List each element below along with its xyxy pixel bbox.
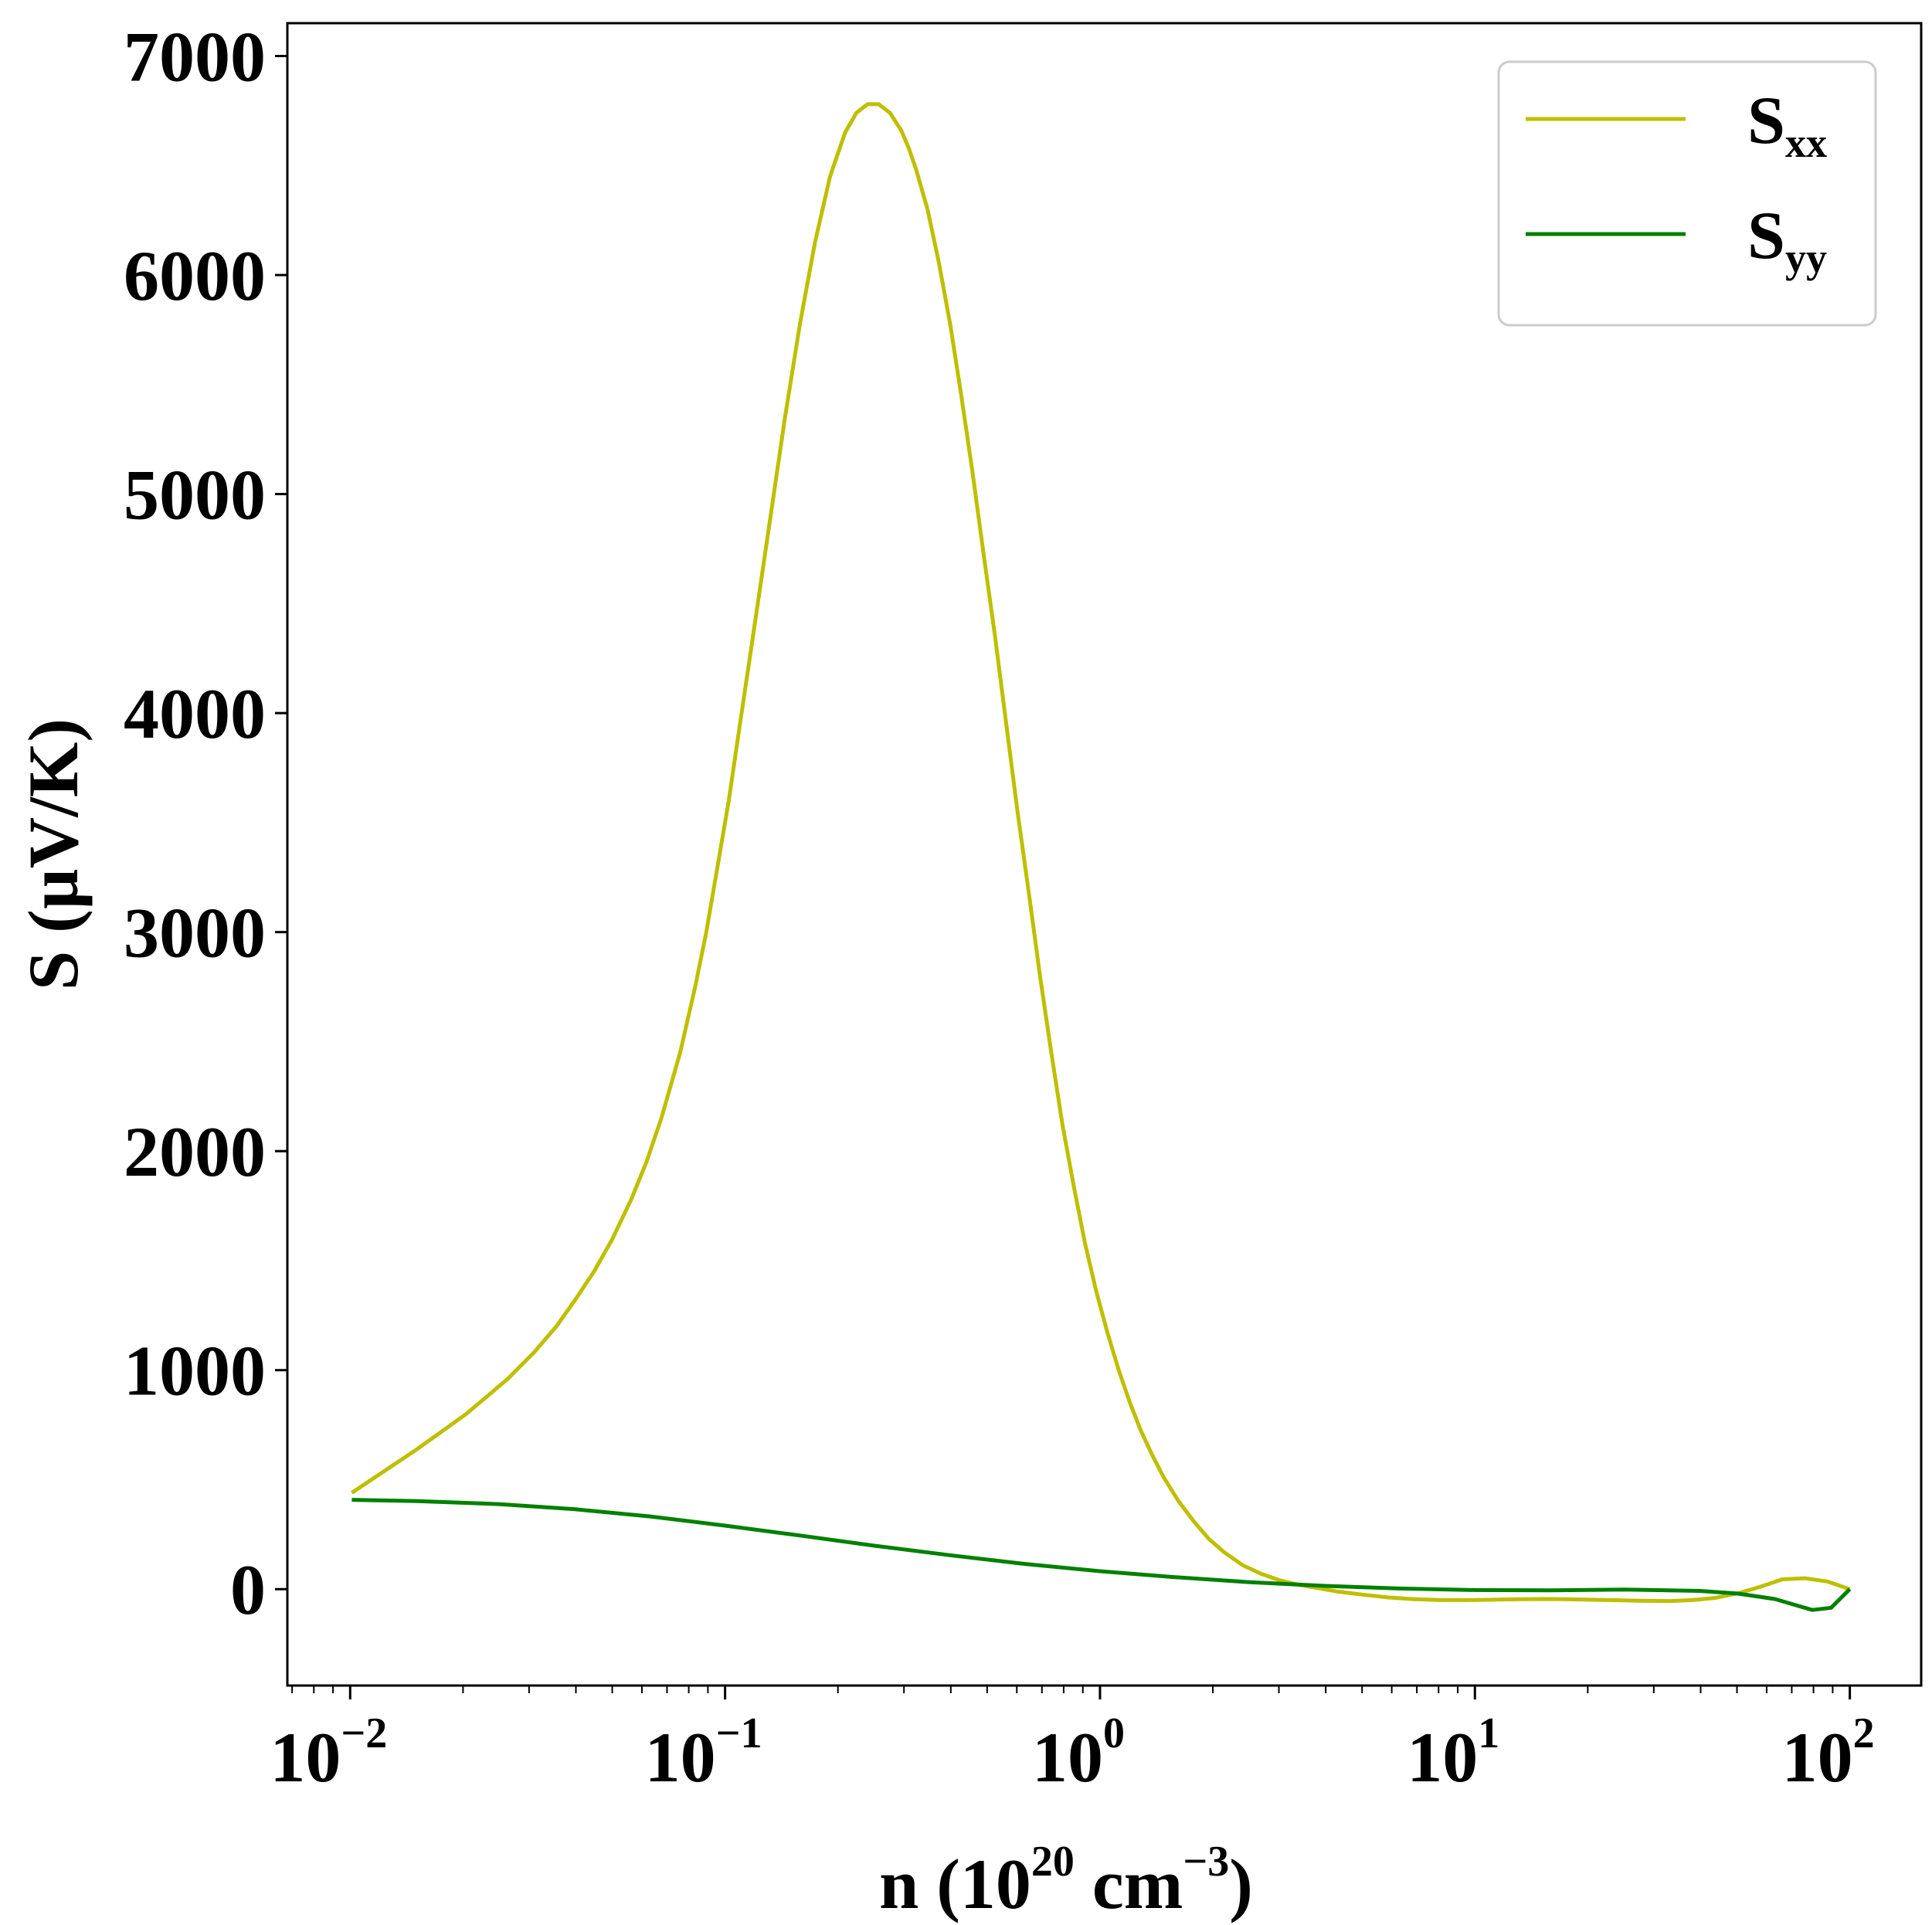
legend: Sxx Syy (1497, 60, 1877, 327)
x-tick-label: 10−1 (645, 1709, 762, 1797)
y-tick-label: 3000 (124, 894, 266, 973)
y-tick-label: 0 (230, 1550, 266, 1629)
x-axis-label-mid: cm (1075, 1845, 1183, 1923)
legend-label-sxx-main: S (1747, 83, 1785, 158)
x-tick-label-exp: 0 (1103, 1709, 1125, 1757)
series-line-syy (351, 1498, 1852, 1612)
x-tick-label-base: 10 (645, 1718, 716, 1797)
x-axis-label-base: n (10 (879, 1845, 1031, 1923)
x-tick-label: 102 (1782, 1709, 1875, 1797)
x-axis-label-end: ) (1229, 1845, 1253, 1923)
x-tick-label-exp: 2 (1853, 1709, 1875, 1757)
y-tick-label: 1000 (124, 1332, 266, 1411)
y-axis-label: S (µV/K) (14, 718, 93, 990)
legend-frame (1497, 60, 1877, 327)
legend-label-syy-sub: yy (1785, 235, 1827, 281)
y-axis: 0 1000 2000 3000 4000 5000 6000 7000 (124, 18, 287, 1629)
x-axis-label-exp2: −3 (1183, 1838, 1229, 1886)
x-axis-label: n (1020 cm−3) (879, 1838, 1253, 1923)
x-tick-label: 10−2 (270, 1709, 387, 1797)
y-tick-label: 2000 (124, 1112, 266, 1191)
x-tick-label-exp: −1 (716, 1709, 762, 1757)
series-line-sxx (351, 102, 1851, 1604)
legend-label-sxx-sub: xx (1785, 120, 1827, 166)
x-tick-label: 100 (1032, 1709, 1125, 1797)
x-tick-label-exp: −2 (341, 1709, 387, 1757)
x-tick-label-base: 10 (1407, 1718, 1478, 1797)
y-tick-label: 5000 (124, 456, 266, 535)
x-tick-label-base: 10 (1782, 1718, 1853, 1797)
x-tick-label-exp: 1 (1478, 1709, 1499, 1757)
x-axis-label-exp1: 20 (1031, 1838, 1075, 1886)
x-tick-label-base: 10 (1032, 1718, 1103, 1797)
y-tick-label: 4000 (124, 674, 266, 753)
x-tick-label-base: 10 (270, 1718, 341, 1797)
legend-label-sxx: Sxx (1747, 83, 1827, 166)
y-tick-label: 7000 (124, 18, 266, 97)
x-axis: 10−2 10−1 100 101 102 (270, 1686, 1875, 1797)
x-tick-label: 101 (1407, 1709, 1499, 1797)
legend-label-syy: Syy (1747, 199, 1827, 281)
series-layer (351, 102, 1852, 1612)
y-tick-label: 6000 (124, 236, 266, 315)
legend-label-syy-main: S (1747, 199, 1785, 273)
